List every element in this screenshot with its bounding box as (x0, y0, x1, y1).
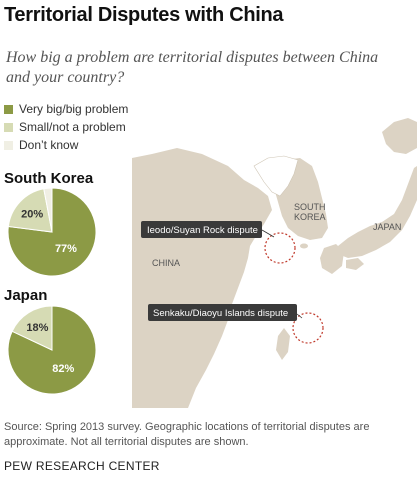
taiwan (276, 328, 290, 360)
pie-chart-south-korea: 77% 20% (7, 187, 97, 277)
legend-item-very-big: Very big/big problem (4, 100, 128, 118)
south-korea-slice-2 (43, 187, 53, 233)
legend-label-small: Small/not a problem (19, 120, 126, 134)
sea (132, 96, 417, 408)
japan-label-1: 18% (26, 322, 48, 334)
japan-honshu (338, 166, 417, 258)
chart-subtitle: How big a problem are territorial disput… (6, 49, 379, 86)
chart-title: Territorial Disputes with China (4, 4, 284, 26)
legend-item-dont-know: Don’t know (4, 136, 128, 154)
ieodo-callout-box (141, 221, 262, 238)
japan-shikoku (346, 258, 364, 270)
japan-hokkaido (382, 118, 417, 154)
japan-label-0: 82% (52, 363, 74, 375)
pie-title-south-korea: South Korea (4, 170, 94, 187)
senkaku-callout-line (296, 313, 303, 319)
japan-kyushu (320, 244, 344, 274)
legend-item-small: Small/not a problem (4, 118, 128, 136)
senkaku-dispute-circle (292, 312, 324, 344)
label-china: CHINA (152, 258, 180, 268)
label-south-korea-2: KOREA (294, 212, 326, 222)
legend-swatch-small (4, 122, 13, 132)
jeju-island (300, 243, 308, 249)
pie-title-japan: Japan (4, 287, 48, 304)
ieodo-callout-line (261, 229, 275, 238)
senkaku-callout-box (148, 304, 297, 321)
legend-label-dont-know: Don’t know (19, 138, 79, 152)
south-korea-slice-0 (7, 187, 97, 277)
legend-label-very-big: Very big/big problem (19, 102, 129, 116)
map: SOUTH KOREA JAPAN CHINA Ieodo/Suyan Rock… (132, 96, 417, 408)
source-note: Source: Spring 2013 survey. Geographic l… (4, 421, 370, 448)
legend: Very big/big problem Small/not a problem… (4, 100, 128, 154)
ieodo-dispute-circle (264, 232, 296, 264)
pie-chart-japan: 82% 18% (7, 305, 97, 395)
ieodo-callout-text: Ieodo/Suyan Rock dispute (147, 225, 258, 236)
legend-swatch-dont-know (4, 140, 13, 150)
north-korea (253, 155, 299, 197)
senkaku-callout-text: Senkaku/Diaoyu Islands dispute (153, 308, 288, 319)
legend-swatch-very-big (4, 104, 13, 114)
label-japan: JAPAN (373, 222, 401, 232)
org-credit: PEW RESEARCH CENTER (4, 459, 160, 473)
south-korea-slice-1 (7, 188, 53, 233)
label-south-korea-1: SOUTH (294, 202, 326, 212)
south-korea-label-0: 77% (55, 243, 77, 255)
south-korea-label-1: 20% (21, 208, 43, 220)
japan-slice-1 (11, 305, 53, 351)
